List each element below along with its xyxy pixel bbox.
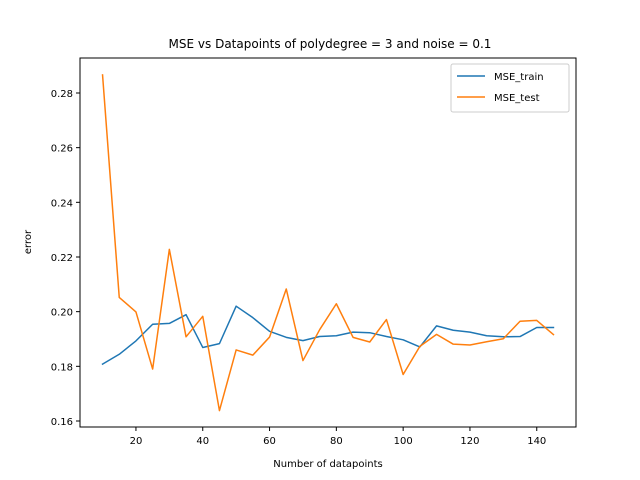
y-tick-label: 0.20 <box>51 308 73 319</box>
x-tick-label: 80 <box>330 436 343 447</box>
x-tick-label: 100 <box>394 436 413 447</box>
x-axis-title: Number of datapoints <box>273 459 382 470</box>
y-tick-label: 0.16 <box>51 417 73 428</box>
y-tick-label: 0.22 <box>51 253 73 264</box>
x-tick-label: 140 <box>527 436 546 447</box>
x-tick-label: 20 <box>130 436 143 447</box>
y-tick-label: 0.24 <box>51 198 73 209</box>
legend-label-mse-test: MSE_test <box>494 93 540 104</box>
series-line-mse-test <box>101 74 555 412</box>
chart-title: MSE vs Datapoints of polydegree = 3 and … <box>169 37 492 51</box>
y-tick-label: 0.26 <box>51 144 73 155</box>
y-tick-label: 0.28 <box>51 89 73 100</box>
series-line-mse-train <box>101 305 555 366</box>
plot-frame <box>79 57 577 428</box>
legend-label-mse-train: MSE_train <box>494 72 544 83</box>
y-axis-title: error <box>23 229 34 254</box>
x-tick-label: 60 <box>263 436 276 447</box>
x-tick-label: 120 <box>460 436 479 447</box>
legend: MSE_train MSE_test <box>450 63 570 113</box>
ticks: 20 40 60 80 100 120 140 0.16 0.18 0.20 0.22 0.24 0.2… <box>51 89 547 447</box>
series-layer <box>101 74 555 412</box>
x-tick-label: 40 <box>196 436 209 447</box>
y-tick-label: 0.18 <box>51 362 73 373</box>
